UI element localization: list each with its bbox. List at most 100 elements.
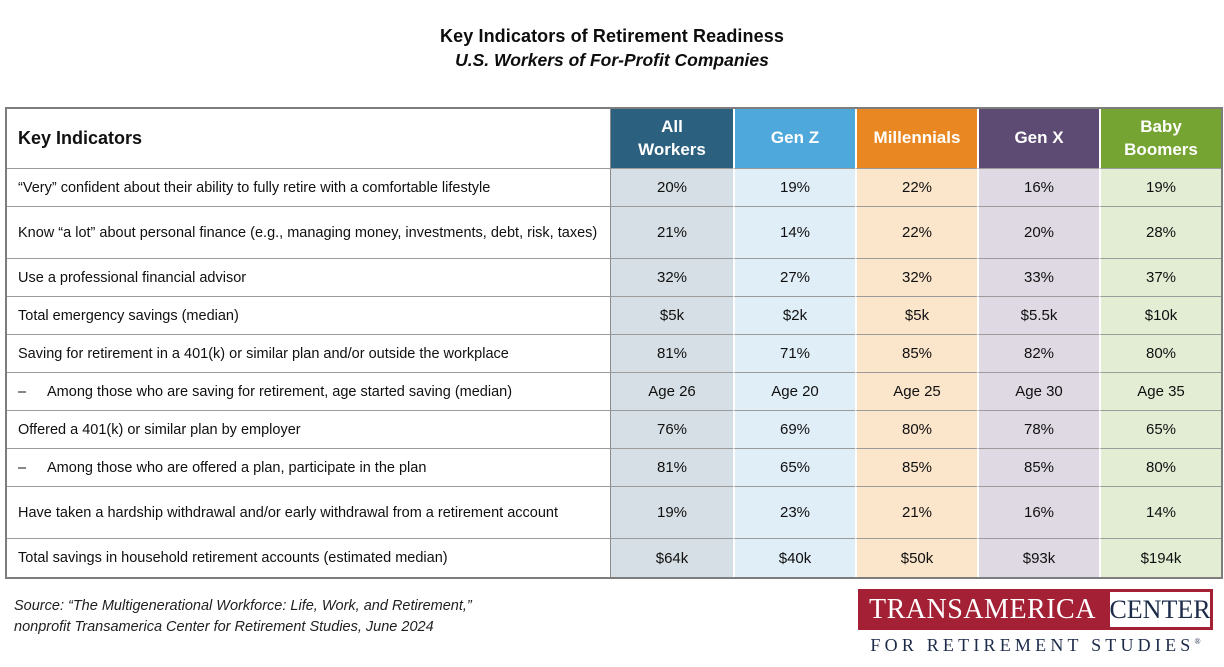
table-row: – Among those who are saving for retireme… (7, 373, 1221, 411)
table-row: Have taken a hardship withdrawal and/or … (7, 487, 1221, 539)
value-cell: $5.5k (977, 297, 1099, 335)
value-cell: Age 35 (1099, 373, 1221, 411)
indicator-label: Use a professional financial advisor (7, 259, 611, 297)
value-cell: $64k (611, 539, 733, 577)
value-cell: 85% (977, 449, 1099, 487)
value-cell: 21% (855, 487, 977, 539)
table-row: Total savings in household retirement ac… (7, 539, 1221, 577)
table-body: “Very” confident about their ability to … (7, 169, 1221, 577)
value-cell: 85% (855, 449, 977, 487)
value-cell: Age 30 (977, 373, 1099, 411)
value-cell: 22% (855, 169, 977, 207)
value-cell: 20% (611, 169, 733, 207)
column-header-all-workers: All Workers (611, 109, 733, 169)
indicator-text: Offered a 401(k) or similar plan by empl… (18, 421, 301, 438)
indicator-text: “Very” confident about their ability to … (18, 179, 491, 196)
value-cell: 80% (1099, 335, 1221, 373)
indicator-text: Have taken a hardship withdrawal and/or … (18, 504, 558, 521)
value-cell: 78% (977, 411, 1099, 449)
indicator-label: – Among those who are offered a plan, par… (7, 449, 611, 487)
source-line-2: nonprofit Transamerica Center for Retire… (14, 618, 434, 635)
indicator-label: – Among those who are saving for retireme… (7, 373, 611, 411)
value-cell: 14% (1099, 487, 1221, 539)
logo-center-wordmark: CENTER (1107, 589, 1213, 630)
column-header-gen-z: Gen Z (733, 109, 855, 169)
value-cell: 20% (977, 207, 1099, 259)
indicator-label: Know “a lot” about personal finance (e.g… (7, 207, 611, 259)
indicator-label: Saving for retirement in a 401(k) or sim… (7, 335, 611, 373)
indicator-label: Total emergency savings (median) (7, 297, 611, 335)
logo-tagline-text: FOR RETIREMENT STUDIES (870, 635, 1195, 655)
value-cell: $10k (1099, 297, 1221, 335)
indicator-label: Have taken a hardship withdrawal and/or … (7, 487, 611, 539)
value-cell: 16% (977, 169, 1099, 207)
source-note: Source: “The Multigenerational Workforce… (14, 596, 472, 637)
logo-top-row: TRANSAMERICA CENTER (858, 589, 1213, 630)
value-cell: 82% (977, 335, 1099, 373)
table-container: Key Indicators All Workers Gen Z Millennial… (5, 107, 1223, 579)
indicator-text: Total emergency savings (median) (18, 307, 239, 324)
source-line-1: Source: “The Multigenerational Workforce… (14, 598, 472, 614)
value-cell: 21% (611, 207, 733, 259)
page-title: Key Indicators of Retirement Readiness (440, 26, 784, 46)
value-cell: 80% (1099, 449, 1221, 487)
value-cell: $93k (977, 539, 1099, 577)
value-cell: 85% (855, 335, 977, 373)
value-cell: 71% (733, 335, 855, 373)
value-cell: $50k (855, 539, 977, 577)
page-subtitle: U.S. Workers of For-Profit Companies (455, 50, 769, 70)
table-row: Total emergency savings (median) $5k $2k $5… (7, 297, 1221, 335)
value-cell: 65% (1099, 411, 1221, 449)
indicator-label: Total savings in household retirement ac… (7, 539, 611, 577)
indicator-label: Offered a 401(k) or similar plan by empl… (7, 411, 611, 449)
value-cell: Age 26 (611, 373, 733, 411)
indicator-label: “Very” confident about their ability to … (7, 169, 611, 207)
value-cell: 16% (977, 487, 1099, 539)
table-row: Offered a 401(k) or similar plan by empl… (7, 411, 1221, 449)
value-cell: 32% (855, 259, 977, 297)
indicators-table: Key Indicators All Workers Gen Z Millennial… (5, 107, 1223, 579)
indicator-text: Use a professional financial advisor (18, 269, 247, 286)
value-cell: 23% (733, 487, 855, 539)
value-cell: 69% (733, 411, 855, 449)
value-cell: 32% (611, 259, 733, 297)
table-row: Know “a lot” about personal finance (e.g… (7, 207, 1221, 259)
column-header-gen-x: Gen X (977, 109, 1099, 169)
value-cell: 19% (611, 487, 733, 539)
value-cell: 80% (855, 411, 977, 449)
indicator-text: Among those who are saving for retiremen… (47, 383, 513, 400)
indicator-text: Total savings in household retirement ac… (18, 550, 448, 566)
value-cell: 27% (733, 259, 855, 297)
table-row: – Among those who are offered a plan, par… (7, 449, 1221, 487)
value-cell: 81% (611, 449, 733, 487)
value-cell: $2k (733, 297, 855, 335)
value-cell: 65% (733, 449, 855, 487)
value-cell: $194k (1099, 539, 1221, 577)
indicator-text: Saving for retirement in a 401(k) or sim… (18, 345, 509, 362)
header-row: Key Indicators All Workers Gen Z Millennial… (7, 109, 1221, 169)
value-cell: 19% (1099, 169, 1221, 207)
dash-prefix: – (18, 383, 27, 400)
key-indicators-header: Key Indicators (7, 109, 611, 169)
table-row: Use a professional financial advisor 32% 2… (7, 259, 1221, 297)
column-header-millennials: Millennials (855, 109, 977, 169)
value-cell: $40k (733, 539, 855, 577)
value-cell: $5k (855, 297, 977, 335)
table-row: “Very” confident about their ability to … (7, 169, 1221, 207)
value-cell: 14% (733, 207, 855, 259)
value-cell: 22% (855, 207, 977, 259)
column-header-baby-boomers: Baby Boomers (1099, 109, 1221, 169)
transamerica-center-logo: TRANSAMERICA CENTER FOR RETIREMENT STUDI… (858, 589, 1213, 656)
value-cell: 33% (977, 259, 1099, 297)
value-cell: Age 20 (733, 373, 855, 411)
value-cell: 19% (733, 169, 855, 207)
registered-trademark-symbol: ® (1194, 637, 1201, 646)
value-cell: 76% (611, 411, 733, 449)
value-cell: 28% (1099, 207, 1221, 259)
table-row: Saving for retirement in a 401(k) or sim… (7, 335, 1221, 373)
value-cell: $5k (611, 297, 733, 335)
logo-transamerica-wordmark: TRANSAMERICA (858, 589, 1107, 630)
value-cell: 37% (1099, 259, 1221, 297)
indicator-text: Know “a lot” about personal finance (e.g… (18, 224, 598, 241)
indicator-text: Among those who are offered a plan, part… (47, 459, 427, 476)
